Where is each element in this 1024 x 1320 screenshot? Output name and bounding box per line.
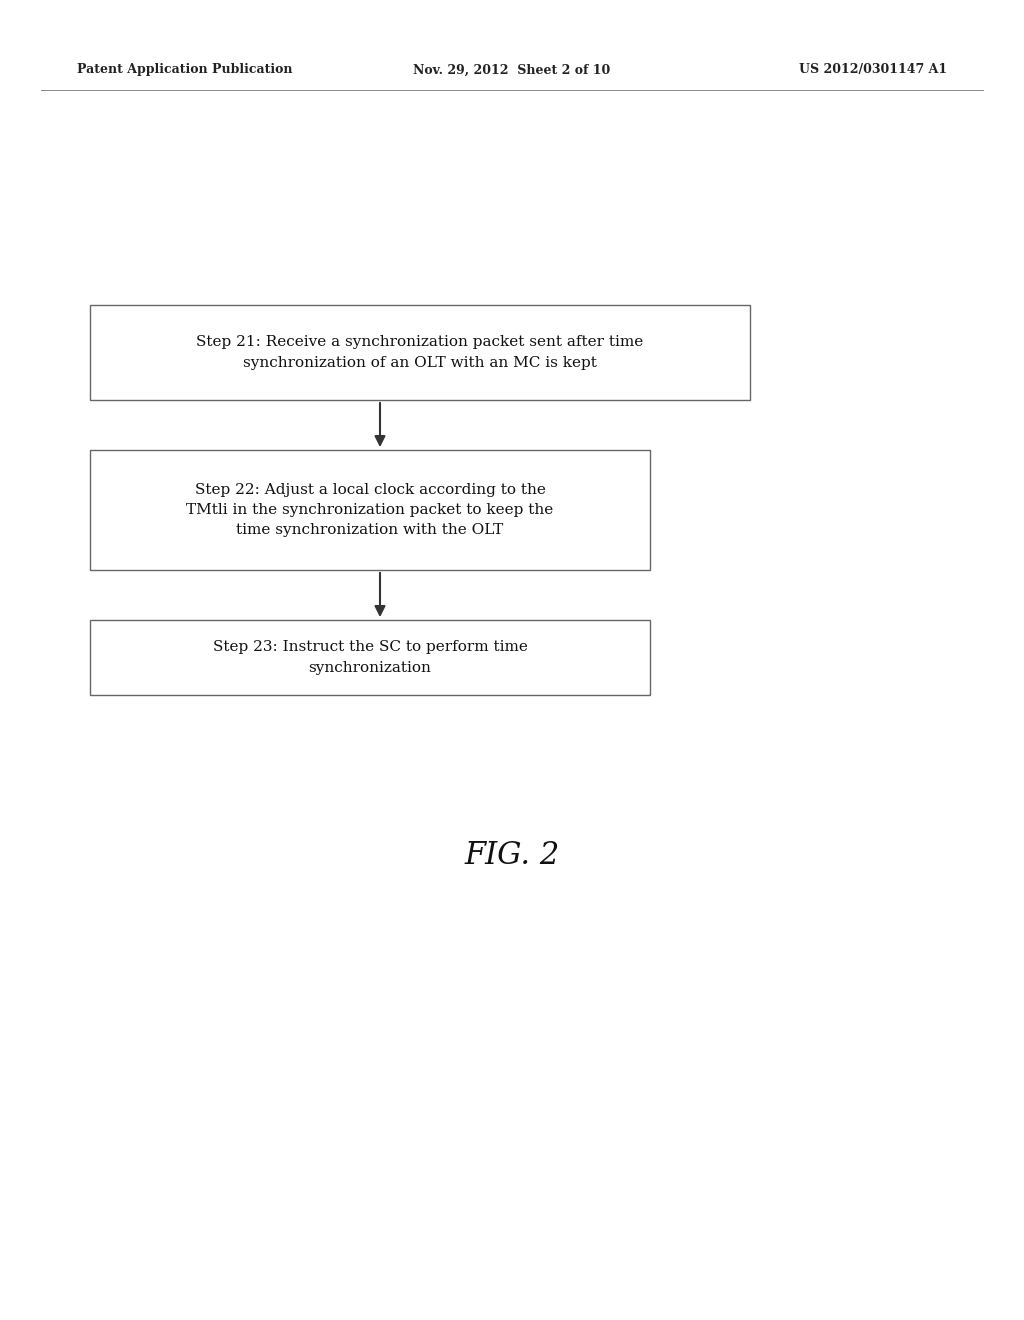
Text: Step 23: Instruct the SC to perform time
synchronization: Step 23: Instruct the SC to perform time…	[213, 640, 527, 675]
Text: Nov. 29, 2012  Sheet 2 of 10: Nov. 29, 2012 Sheet 2 of 10	[414, 63, 610, 77]
Text: FIG. 2: FIG. 2	[464, 840, 560, 870]
Bar	[90, 620, 650, 696]
Text: Step 22: Adjust a local clock according to the
TMtli in the synchronization pack: Step 22: Adjust a local clock according …	[186, 483, 554, 537]
Text: US 2012/0301147 A1: US 2012/0301147 A1	[799, 63, 947, 77]
Text: Step 21: Receive a synchronization packet sent after time
synchronization of an : Step 21: Receive a synchronization packe…	[197, 335, 644, 370]
Bar	[90, 450, 650, 570]
Text: Patent Application Publication: Patent Application Publication	[77, 63, 292, 77]
Bar	[90, 305, 750, 400]
